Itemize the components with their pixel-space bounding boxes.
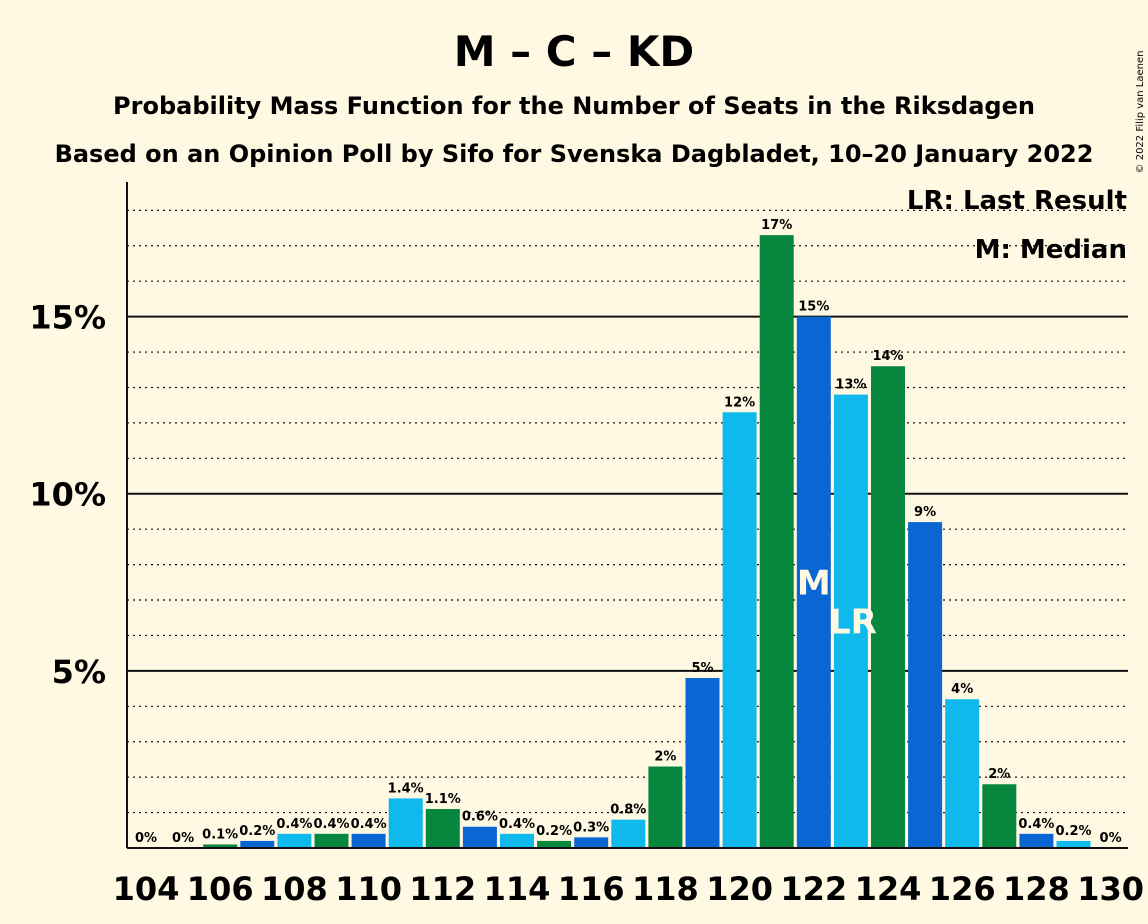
bar-seat-116 bbox=[574, 837, 609, 848]
x-tick-label: 116 bbox=[558, 870, 625, 908]
y-axis-ticks: 5% 10% 15% bbox=[29, 299, 106, 691]
x-tick-label: 122 bbox=[780, 870, 847, 908]
bar-seat-109 bbox=[314, 833, 349, 848]
x-tick-label: 114 bbox=[484, 870, 551, 908]
data-label-seat-116: 0.3% bbox=[573, 820, 609, 835]
data-label-seat-127: 2% bbox=[988, 767, 1010, 782]
data-label-seat-126: 4% bbox=[951, 682, 973, 697]
bar-seat-110 bbox=[351, 833, 386, 848]
data-label-seat-122: 15% bbox=[798, 300, 829, 315]
data-label-seat-120: 12% bbox=[724, 395, 755, 410]
legend-median: M: Median bbox=[975, 235, 1127, 265]
x-tick-label: 130 bbox=[1077, 870, 1144, 908]
y-tick-label: 5% bbox=[52, 653, 106, 691]
bar-seat-119 bbox=[685, 677, 720, 848]
data-label-seat-124: 14% bbox=[872, 349, 903, 364]
x-tick-label: 124 bbox=[855, 870, 922, 908]
copyright-notice: © 2022 Filip van Laenen bbox=[1135, 51, 1146, 174]
chart-title: M – C – KD bbox=[454, 27, 695, 76]
data-label-seat-123: 13% bbox=[835, 378, 866, 393]
data-label-seat-125: 9% bbox=[914, 505, 936, 520]
x-tick-label: 126 bbox=[929, 870, 996, 908]
x-tick-label: 106 bbox=[187, 870, 254, 908]
median-marker: M bbox=[797, 563, 831, 603]
bar-seat-108 bbox=[277, 833, 312, 848]
data-label-seat-111: 1.4% bbox=[388, 781, 424, 796]
last-result-marker: LR bbox=[829, 602, 877, 642]
bar-seat-117 bbox=[611, 819, 646, 848]
bar-seat-113 bbox=[462, 826, 497, 848]
bar-seat-127 bbox=[982, 784, 1017, 848]
x-axis-ticks: 104 106 108 110 112 114 116 118 120 122 124 126 128 1… bbox=[113, 870, 1144, 908]
bar-seat-118 bbox=[648, 766, 683, 848]
data-label-seat-105: 0% bbox=[172, 831, 194, 846]
data-label-seat-130: 0% bbox=[1100, 831, 1122, 846]
data-label-seat-108: 0.4% bbox=[276, 817, 312, 832]
bar-seat-126 bbox=[945, 699, 980, 848]
bar-seat-112 bbox=[425, 809, 460, 848]
chart-subtitle-source: Based on an Opinion Poll by Sifo for Sve… bbox=[55, 140, 1094, 168]
data-label-seat-128: 0.4% bbox=[1018, 817, 1054, 832]
data-label-seat-117: 0.8% bbox=[610, 803, 646, 818]
data-label-seat-119: 5% bbox=[691, 661, 713, 676]
data-label-seat-107: 0.2% bbox=[239, 824, 275, 839]
bar-seat-106 bbox=[203, 844, 238, 848]
x-tick-label: 104 bbox=[113, 870, 180, 908]
y-tick-label: 10% bbox=[29, 476, 106, 514]
data-label-seat-129: 0.2% bbox=[1055, 824, 1091, 839]
data-label-seat-109: 0.4% bbox=[313, 817, 349, 832]
data-label-seat-104: 0% bbox=[135, 831, 157, 846]
data-label-seat-110: 0.4% bbox=[351, 817, 387, 832]
bar-seat-111 bbox=[388, 798, 423, 848]
bar-seat-121 bbox=[759, 235, 794, 848]
bar-seat-123 bbox=[833, 394, 868, 848]
x-tick-label: 128 bbox=[1003, 870, 1070, 908]
bar-seat-115 bbox=[537, 840, 572, 848]
data-label-seat-121: 17% bbox=[761, 218, 792, 233]
data-label-seat-106: 0.1% bbox=[202, 827, 238, 842]
bar-seat-120 bbox=[722, 412, 757, 848]
x-tick-label: 120 bbox=[706, 870, 773, 908]
bar-seat-128 bbox=[1019, 833, 1054, 848]
data-label-seat-112: 1.1% bbox=[425, 792, 461, 807]
x-tick-label: 110 bbox=[335, 870, 402, 908]
bar-seat-114 bbox=[500, 833, 534, 848]
x-tick-label: 118 bbox=[632, 870, 699, 908]
data-label-seat-118: 2% bbox=[654, 750, 676, 765]
bar-seat-129 bbox=[1056, 840, 1091, 848]
data-label-seat-114: 0.4% bbox=[499, 817, 535, 832]
chart-subtitle: Probability Mass Function for the Number… bbox=[113, 92, 1035, 120]
x-tick-label: 108 bbox=[261, 870, 328, 908]
data-label-seat-115: 0.2% bbox=[536, 824, 572, 839]
bar-seat-124 bbox=[871, 366, 905, 848]
bar-seat-122 bbox=[796, 316, 831, 848]
y-tick-label: 15% bbox=[29, 299, 106, 337]
bar-seat-107 bbox=[240, 840, 275, 848]
data-label-seat-113: 0.6% bbox=[462, 810, 498, 825]
legend-last-result: LR: Last Result bbox=[907, 186, 1127, 216]
bars bbox=[203, 235, 1091, 848]
data-labels: 0% 0% 0.1% 0.2% 0.4% 0.4% 0.4%1.4%1.1%0.6% 0.4%… bbox=[135, 218, 1122, 846]
bar-seat-125 bbox=[908, 522, 943, 848]
x-tick-label: 112 bbox=[409, 870, 476, 908]
